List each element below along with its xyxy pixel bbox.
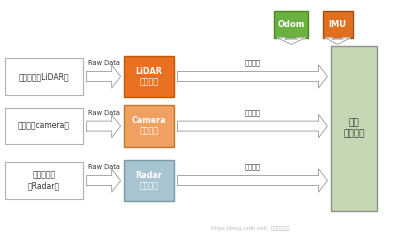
Text: 摄像头（camera）: 摄像头（camera） xyxy=(18,122,70,131)
Polygon shape xyxy=(87,65,121,88)
Polygon shape xyxy=(177,65,327,88)
Text: 结果
汇总融合: 结果 汇总融合 xyxy=(343,119,364,138)
Text: https://blog.csdn.net/  汽车电子联盟: https://blog.csdn.net/ 汽车电子联盟 xyxy=(211,226,289,231)
Polygon shape xyxy=(277,38,305,45)
Polygon shape xyxy=(177,114,327,138)
Polygon shape xyxy=(326,38,350,45)
FancyBboxPatch shape xyxy=(322,11,353,38)
FancyBboxPatch shape xyxy=(5,108,83,144)
FancyBboxPatch shape xyxy=(5,162,83,199)
Text: Radar
感知算法: Radar 感知算法 xyxy=(136,171,162,190)
FancyBboxPatch shape xyxy=(330,46,377,211)
Polygon shape xyxy=(87,169,121,192)
Text: LiDAR
感知算法: LiDAR 感知算法 xyxy=(136,67,162,86)
Text: Odom: Odom xyxy=(277,20,305,29)
FancyBboxPatch shape xyxy=(274,11,309,38)
Text: Camera
感知算法: Camera 感知算法 xyxy=(132,116,166,136)
Polygon shape xyxy=(87,114,121,138)
Text: Raw Data: Raw Data xyxy=(87,164,119,170)
Text: 识别结果: 识别结果 xyxy=(245,60,260,66)
Text: Raw Data: Raw Data xyxy=(87,110,119,116)
FancyBboxPatch shape xyxy=(124,160,174,201)
FancyBboxPatch shape xyxy=(5,58,83,95)
Text: 毫米波雷达
（Radar）: 毫米波雷达 （Radar） xyxy=(28,171,60,190)
Text: Raw Data: Raw Data xyxy=(87,60,119,66)
Text: 激光雷达（LiDAR）: 激光雷达（LiDAR） xyxy=(19,72,69,81)
Text: IMU: IMU xyxy=(329,20,347,29)
Text: 识别结果: 识别结果 xyxy=(245,109,260,116)
FancyBboxPatch shape xyxy=(124,105,174,147)
Polygon shape xyxy=(177,169,327,192)
Text: 识别结果: 识别结果 xyxy=(245,164,260,170)
FancyBboxPatch shape xyxy=(124,56,174,97)
